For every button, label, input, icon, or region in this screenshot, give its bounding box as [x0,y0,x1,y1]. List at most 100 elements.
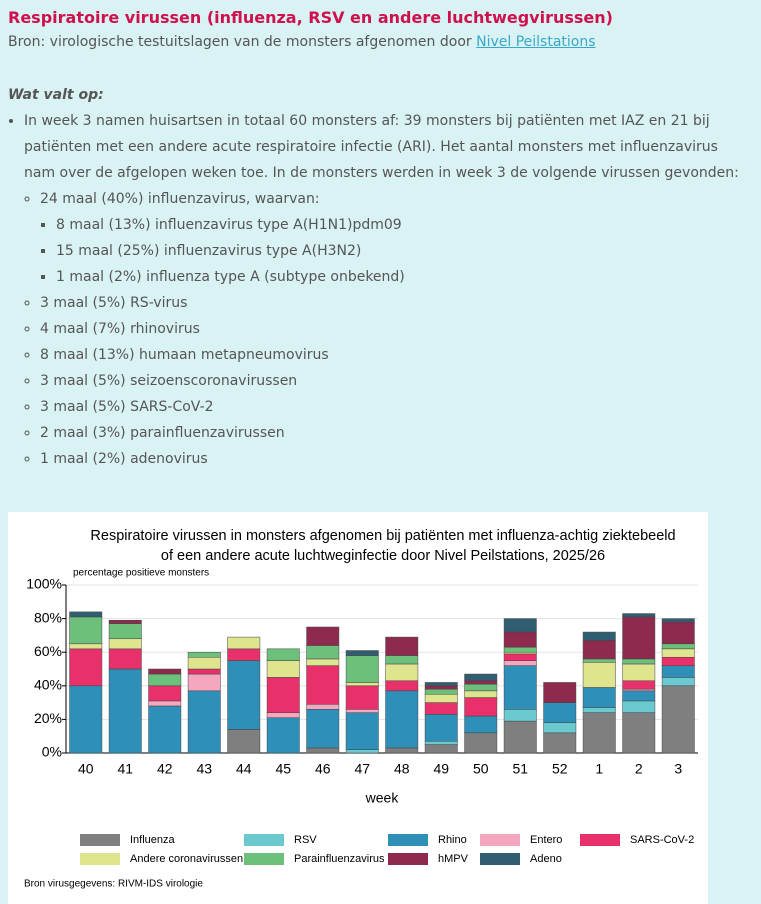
bar-segment [543,722,577,734]
bar-segment [503,709,537,722]
bar-segment [424,682,458,687]
sub-list: 24 maal (40%) influenzavirus, waarvan: 8… [24,186,753,472]
bar-segment [424,740,458,745]
bar-segment [148,685,182,702]
bar-segment [148,700,182,707]
bar-segment [622,688,656,692]
bar-segment [503,651,537,655]
bar-segment [543,682,577,703]
bar-segment [503,631,537,648]
source-link[interactable]: Nivel Peilstations [476,34,596,50]
bar-segment [69,643,103,650]
legend-label: Entero [530,834,562,846]
x-tick-label: 2 [635,761,643,777]
bar-segment [187,668,221,675]
bar-segment [661,677,695,687]
bar-segment [385,663,419,682]
sub-sub-item: 8 maal (13%) influenzavirus type A(H1N1)… [56,212,753,238]
bar-segment [345,655,379,683]
bar-segment [345,749,379,754]
bar-segment [582,658,616,663]
bar-segment [622,613,656,618]
y-tick-label: 20% [34,710,62,726]
sub-item-text: 24 maal (40%) influenzavirus, waarvan: [40,191,320,207]
footnote: Bron virusgegevens: RIVM-IDS virologie [24,879,203,890]
bar-segment [227,660,261,730]
bar-segment [69,616,103,645]
bar-segment [503,720,537,754]
legend-label: Parainfluenzavirus [294,853,385,865]
bar-segment [306,658,340,666]
y-tick-label: 80% [34,609,62,625]
y-tick-label: 60% [34,643,62,659]
bar-segment [582,631,616,641]
y-tick-label: 100% [26,576,62,592]
bar-segment [424,693,458,703]
title: Respiratoire virussen (influenza, RSV en… [8,8,613,27]
bar-segment [622,700,656,713]
bar-segment [622,658,656,665]
bar-segment [503,665,537,710]
bar-segment [69,611,103,618]
findings-list: In week 3 namen huisartsen in totaal 60 … [8,108,753,472]
bar-segment [464,715,498,734]
bar-segment [503,653,537,661]
findings-heading: Wat valt op: [8,87,104,103]
bar-segment [622,690,656,702]
bar-segment [345,712,379,750]
y-axis-title: percentage positieve monsters [73,568,209,579]
chart-title: Respiratoire virussen in monsters afgeno… [90,528,675,544]
bar-segment [148,705,182,754]
x-tick-label: 50 [473,761,489,777]
bar-segment [108,648,142,670]
bar-segment [227,729,261,754]
x-tick-label: 41 [117,761,133,777]
bar-segment [187,690,221,754]
x-tick-label: 1 [595,761,603,777]
y-tick-label: 40% [34,677,62,693]
legend-swatch [80,834,120,846]
source: Bron: virologische testuitslagen van de … [8,30,753,54]
sub-item: 2 maal (3%) parainfluenzavirussen [40,420,753,446]
bar-segment [582,712,616,754]
finding-text: In week 3 namen huisartsen in totaal 60 … [24,113,739,181]
bar-segment [582,640,616,660]
bar-segment [69,648,103,687]
sub-item: 3 maal (5%) RS-virus [40,290,753,316]
bar-segment [306,645,340,660]
legend-swatch [244,853,284,865]
bar-segment [148,673,182,687]
bar-segment [187,651,221,658]
bar-segment [503,646,537,653]
bar-segment [385,747,419,754]
bar-segment [661,656,695,666]
bar-segment [503,618,537,633]
legend-swatch [80,853,120,865]
bar-segment [622,616,656,660]
bar-segment [622,663,656,682]
sub-item: 3 maal (5%) seizoenscoronavirussen [40,368,753,394]
x-tick-label: 42 [157,761,173,777]
sub-item: 8 maal (13%) humaan metapneumovirus [40,342,753,368]
legend-swatch [480,834,520,846]
x-tick-label: 44 [236,761,252,777]
x-tick-label: 51 [512,761,528,777]
source-text: Bron: virologische testuitslagen van de … [8,34,472,50]
bar-segment [661,621,695,645]
bar-segment [148,668,182,675]
bar-segment [385,655,419,665]
legend-swatch [388,834,428,846]
bar-segment [464,673,498,682]
bar-segment [306,665,340,705]
bar-segment [266,712,300,718]
bar-segment [385,636,419,656]
legend-label: RSV [294,834,317,846]
legend-swatch [388,853,428,865]
bar-segment [345,650,379,656]
x-tick-label: 43 [196,761,212,777]
legend-label: Adeno [530,853,562,865]
legend-label: Rhino [438,834,467,846]
x-tick-label: 49 [433,761,449,777]
x-tick-label: 48 [394,761,410,777]
